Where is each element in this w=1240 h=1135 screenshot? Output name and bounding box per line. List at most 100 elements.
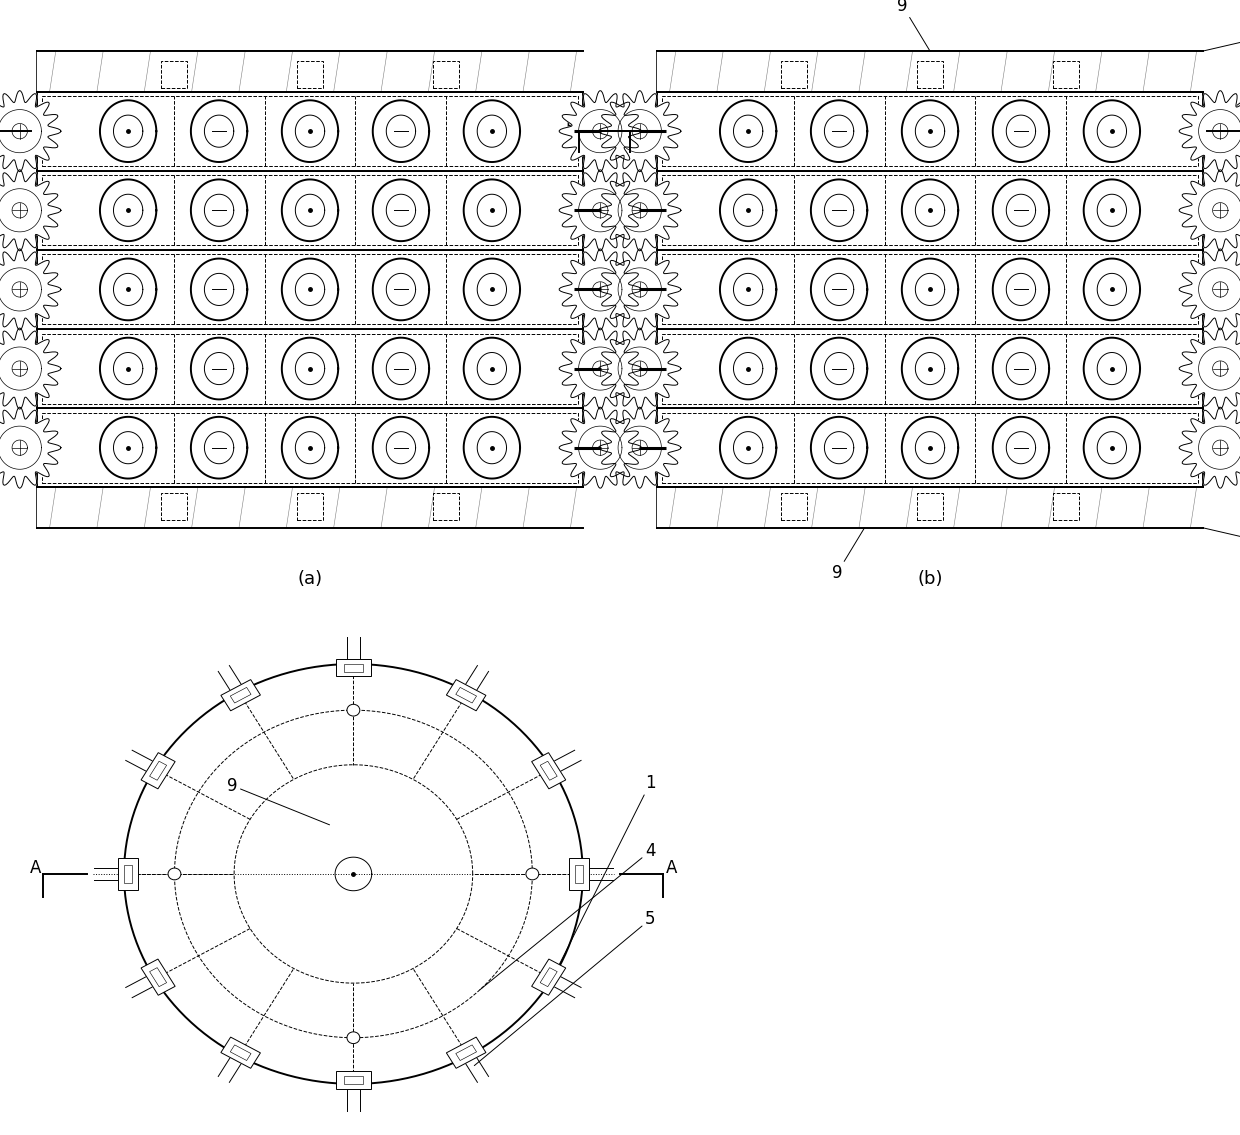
Bar [657, 170, 1203, 250]
Polygon shape [373, 417, 429, 479]
Polygon shape [100, 338, 156, 400]
Text: 1: 1 [1203, 19, 1240, 51]
Polygon shape [0, 328, 61, 409]
Polygon shape [720, 100, 776, 162]
Circle shape [526, 868, 538, 880]
Polygon shape [336, 658, 371, 676]
Polygon shape [532, 959, 565, 995]
Text: 5: 5 [474, 910, 655, 1066]
Text: 4: 4 [1203, 48, 1240, 132]
Bar [662, 175, 1198, 245]
Polygon shape [124, 664, 583, 1084]
Bar [42, 413, 578, 482]
Polygon shape [811, 100, 867, 162]
Polygon shape [811, 259, 867, 320]
Polygon shape [1179, 91, 1240, 171]
Polygon shape [1084, 417, 1140, 479]
Bar [42, 254, 578, 325]
Polygon shape [281, 338, 339, 400]
Bar [433, 494, 460, 520]
Bar [662, 254, 1198, 325]
Polygon shape [100, 259, 156, 320]
Polygon shape [993, 259, 1049, 320]
Polygon shape [100, 179, 156, 241]
Bar [37, 409, 583, 487]
Polygon shape [464, 259, 520, 320]
Bar [780, 61, 807, 87]
Circle shape [347, 705, 360, 716]
Bar [916, 494, 944, 520]
Polygon shape [901, 179, 959, 241]
Polygon shape [559, 328, 641, 409]
Polygon shape [100, 100, 156, 162]
Text: 9: 9 [832, 528, 864, 582]
Polygon shape [373, 179, 429, 241]
Polygon shape [373, 100, 429, 162]
Polygon shape [118, 858, 138, 890]
Text: A: A [30, 859, 41, 877]
Text: B: B [632, 119, 644, 136]
Bar [1053, 494, 1080, 520]
Polygon shape [993, 417, 1049, 479]
Polygon shape [281, 179, 339, 241]
Polygon shape [1084, 100, 1140, 162]
Polygon shape [221, 680, 260, 711]
Polygon shape [532, 753, 565, 789]
Polygon shape [464, 338, 520, 400]
Polygon shape [191, 259, 247, 320]
Polygon shape [281, 100, 339, 162]
Polygon shape [373, 259, 429, 320]
Bar [37, 250, 583, 329]
Text: 9: 9 [227, 776, 330, 825]
Polygon shape [221, 1037, 260, 1068]
Polygon shape [599, 91, 681, 171]
Polygon shape [281, 259, 339, 320]
Text: A: A [666, 859, 677, 877]
Polygon shape [1179, 170, 1240, 251]
Bar [657, 409, 1203, 487]
Bar [37, 329, 583, 409]
Bar [662, 96, 1198, 166]
Circle shape [347, 1032, 360, 1043]
Polygon shape [1179, 328, 1240, 409]
Polygon shape [0, 170, 61, 251]
Polygon shape [373, 338, 429, 400]
Polygon shape [569, 858, 589, 890]
Polygon shape [464, 179, 520, 241]
Bar [433, 61, 460, 87]
Polygon shape [901, 338, 959, 400]
Bar [37, 170, 583, 250]
Polygon shape [141, 959, 175, 995]
Polygon shape [720, 338, 776, 400]
Text: 3: 3 [1203, 210, 1240, 251]
Polygon shape [993, 179, 1049, 241]
Text: 4: 4 [480, 842, 655, 990]
Polygon shape [559, 407, 641, 488]
Bar [662, 413, 1198, 482]
Polygon shape [191, 179, 247, 241]
Text: B: B [565, 119, 577, 136]
Polygon shape [599, 407, 681, 488]
Polygon shape [446, 680, 486, 711]
Circle shape [169, 868, 181, 880]
Bar [296, 494, 324, 520]
Bar [916, 61, 944, 87]
Polygon shape [720, 259, 776, 320]
Polygon shape [599, 170, 681, 251]
Bar [657, 51, 1203, 528]
Polygon shape [901, 259, 959, 320]
Polygon shape [901, 100, 959, 162]
Polygon shape [559, 249, 641, 330]
Bar [42, 96, 578, 166]
Polygon shape [559, 91, 641, 171]
Text: 2: 2 [1203, 528, 1240, 560]
Polygon shape [599, 249, 681, 330]
Polygon shape [100, 417, 156, 479]
Polygon shape [281, 417, 339, 479]
Polygon shape [446, 1037, 486, 1068]
Polygon shape [464, 100, 520, 162]
Bar [42, 175, 578, 245]
Bar [42, 334, 578, 404]
Bar [296, 61, 324, 87]
Polygon shape [720, 179, 776, 241]
